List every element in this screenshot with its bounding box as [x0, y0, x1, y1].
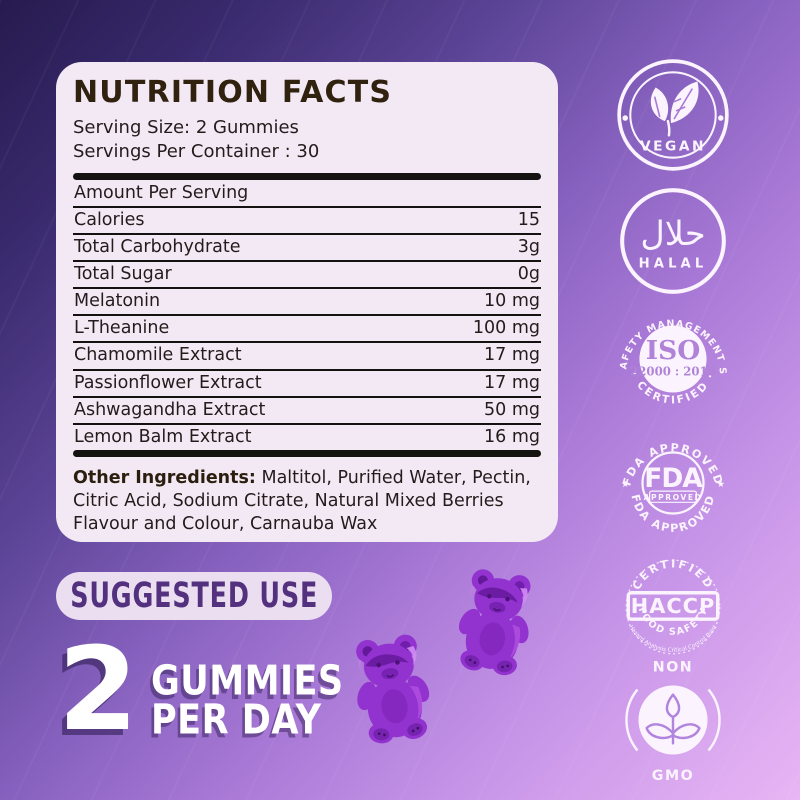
haccp-badge: CERTIFIED HACCP FOOD SAFETY Hazard Analy…	[612, 546, 734, 668]
table-row: L-Theanine 100 mg	[73, 316, 541, 344]
row-value: 17 mg	[484, 345, 540, 366]
table-row: Total Carbohydrate 3g	[73, 235, 541, 263]
other-ingredients: Other Ingredients: Maltitol, Purified Wa…	[73, 467, 541, 535]
dosage-callout: 2 GUMMIES PER DAY	[58, 623, 365, 757]
iso-center-text: ISO	[646, 335, 700, 366]
left-star-icon: ★	[621, 480, 629, 490]
nutrition-table: Amount Per Serving Calories 15 Total Car…	[73, 181, 541, 450]
other-ingredients-label: Other Ingredients:	[73, 468, 256, 488]
suggested-use-label: SUGGESTED USE	[70, 575, 319, 617]
fda-approved-badge: FDA APPROVED FDA APPROVED ★ ★ FDA APPROV…	[612, 422, 734, 544]
table-row: Melatonin 10 mg	[73, 289, 541, 317]
table-row: Total Sugar 0g	[73, 262, 541, 290]
table-row: Chamomile Extract 17 mg	[73, 343, 541, 371]
row-label: Total Carbohydrate	[74, 236, 241, 257]
left-arc-icon	[625, 688, 639, 752]
halal-badge: حلال HALAL	[612, 180, 734, 302]
right-dot-icon	[718, 115, 724, 121]
leaves-icon	[650, 81, 699, 137]
servings-per-container: Servings Per Container : 30	[73, 141, 320, 163]
nutrition-facts-title: NUTRITION FACTS	[73, 75, 393, 110]
row-label: Ashwagandha Extract	[74, 399, 266, 420]
divider-thick-bottom	[73, 450, 541, 457]
row-label: Chamomile Extract	[74, 345, 242, 366]
dosage-line2: PER DAY	[151, 696, 322, 744]
gmo-text: GMO	[652, 768, 694, 784]
vegan-label: VEGAN	[640, 139, 706, 155]
gummy-bear-icon	[344, 565, 543, 750]
row-label: Calories	[74, 209, 145, 230]
non-text: NON	[653, 659, 693, 675]
row-label: Melatonin	[74, 291, 161, 312]
haccp-center-text: HACCP	[631, 594, 715, 618]
fda-center-text: FDA	[644, 463, 703, 494]
row-value: 10 mg	[484, 291, 540, 312]
divider-thick-top	[73, 172, 541, 180]
iso-badge: FOOD SAFETY MANAGEMENT SYSTEM · CERTIFIE…	[612, 298, 734, 420]
vegan-badge: VEGAN	[612, 54, 734, 176]
row-label: L-Theanine	[74, 318, 170, 339]
row-label: Total Sugar	[74, 264, 172, 285]
row-value: 17 mg	[484, 372, 540, 393]
table-row: Ashwagandha Extract 50 mg	[73, 398, 541, 425]
serving-info: Serving Size: 2 Gummies Servings Per Con…	[73, 116, 541, 165]
right-star-icon: ★	[717, 480, 725, 490]
row-value: 15	[517, 209, 540, 230]
table-row: Passionflower Extract 17 mg	[73, 371, 541, 398]
other-ingredients-text: Maltitol, Purified Water, Pectin, Citric…	[73, 468, 531, 534]
row-value: 16 mg	[484, 426, 540, 447]
gummy-bears-illustration	[336, 565, 586, 798]
dosage-line1: GUMMIES	[151, 657, 344, 706]
sprout-icon	[645, 693, 701, 745]
haccp-top-arc-text: CERTIFIED	[630, 557, 714, 592]
svg-text:CERTIFIED: CERTIFIED	[630, 557, 716, 592]
table-header-row: Amount Per Serving	[73, 181, 541, 208]
table-row: Calories 15	[73, 208, 541, 235]
dosage-text: GUMMIES PER DAY	[151, 657, 344, 744]
non-gmo-badge: NON GMO	[612, 654, 734, 786]
halal-label: HALAL	[639, 256, 708, 271]
halal-arabic-text: حلال	[640, 214, 705, 253]
right-arc-icon	[707, 688, 721, 752]
iso-number-text: 22000 : 2018	[630, 364, 716, 378]
suggested-use-badge: SUGGESTED USE	[56, 572, 332, 620]
dosage-quantity: 2	[58, 623, 139, 757]
row-value: 0g	[517, 264, 540, 285]
row-value: 100 mg	[472, 318, 540, 339]
row-value: 50 mg	[484, 399, 540, 420]
table-row: Lemon Balm Extract 16 mg	[73, 425, 541, 450]
amount-per-serving-label: Amount Per Serving	[74, 182, 249, 203]
row-value: 3g	[517, 236, 540, 257]
nutrition-facts-panel: NUTRITION FACTS Serving Size: 2 Gummies …	[56, 62, 558, 542]
row-label: Lemon Balm Extract	[74, 426, 252, 447]
row-label: Passionflower Extract	[74, 372, 262, 393]
serving-size: Serving Size: 2 Gummies	[73, 117, 299, 138]
left-dot-icon	[622, 115, 628, 121]
fda-approved-text: APPROVED	[644, 493, 703, 502]
